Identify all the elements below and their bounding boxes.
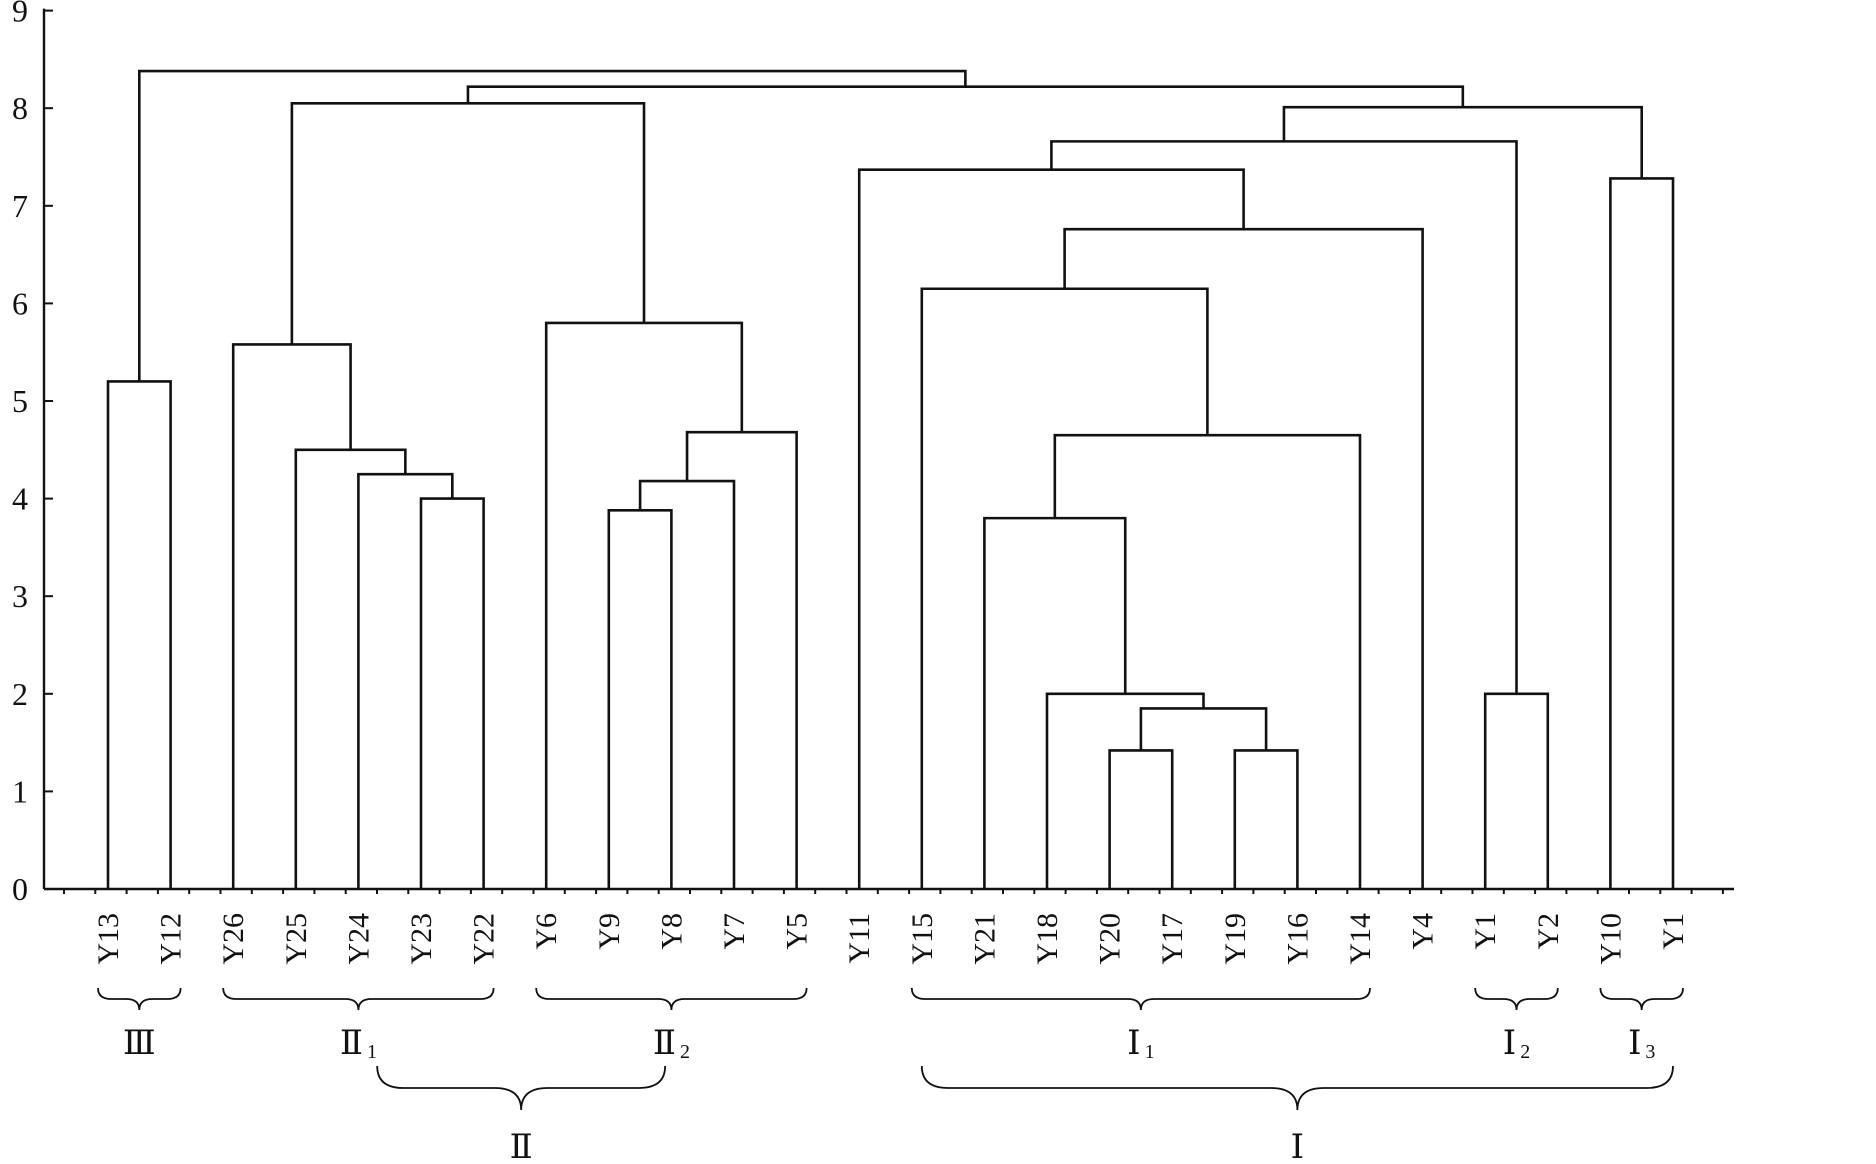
dendrogram-link-n19 bbox=[857, 168, 1245, 889]
dendrogram-link-n18 bbox=[1063, 227, 1424, 889]
dendrogram-link-n21 bbox=[1050, 140, 1518, 694]
leaf-labels: Y13 Y12 Y26 Y25 Y24 Y23 Y22 Y6 Y9 Y8 Y7 Y5 Y11 Y15 Y21… bbox=[92, 913, 1690, 965]
dendrogram-link-n13 bbox=[1139, 707, 1268, 751]
dendrogram-link-n22 bbox=[1609, 177, 1675, 889]
dendrogram-links bbox=[106, 69, 1675, 889]
cluster-groups: Ⅲ Ⅱ 1 Ⅱ 2 Ⅰ 1 Ⅰ 2 Ⅰ 3 Ⅱ Ⅰ bbox=[97, 987, 1684, 1164]
leaf-label: Y8 bbox=[655, 913, 688, 950]
cluster-brace bbox=[1474, 987, 1559, 1011]
dendrogram-link-n20 bbox=[1483, 692, 1550, 889]
dendrogram-link-n10 bbox=[290, 102, 646, 345]
leaf-label: Y24 bbox=[342, 913, 375, 965]
leaf-label: Y1 bbox=[1469, 913, 1502, 950]
y-tick-label: 1 bbox=[12, 773, 28, 809]
y-tick-label: 9 bbox=[12, 0, 28, 29]
leaf-label: Y4 bbox=[1407, 913, 1440, 950]
leaf-label: Y22 bbox=[468, 913, 501, 965]
cluster-brace bbox=[910, 987, 1371, 1011]
leaf-label: Y6 bbox=[530, 913, 563, 950]
leaf-label: Y25 bbox=[280, 913, 313, 965]
cluster-brace bbox=[535, 987, 808, 1011]
cluster-label-subscript: 2 bbox=[1520, 1041, 1530, 1063]
dendrogram-link-n8 bbox=[685, 430, 798, 889]
dendrogram-link-n5 bbox=[231, 343, 352, 889]
y-tick-label: 3 bbox=[12, 578, 28, 614]
y-tick-label: 5 bbox=[12, 383, 28, 419]
dendrogram-link-n7 bbox=[638, 479, 736, 889]
leaf-label: Y11 bbox=[843, 913, 876, 964]
dendrogram-link-n3 bbox=[357, 472, 454, 889]
dendrogram-link-n25 bbox=[138, 69, 967, 382]
cluster-label-subscript: 3 bbox=[1645, 1041, 1655, 1063]
cluster-label-subscript: 1 bbox=[367, 1041, 377, 1063]
cluster-brace bbox=[97, 987, 182, 1011]
dendrogram-link-n1 bbox=[106, 380, 172, 889]
cluster-label: Ⅲ bbox=[123, 1025, 156, 1062]
y-axis: 0 1 2 3 4 5 6 7 8 9 bbox=[12, 0, 1734, 907]
cluster-label: Ⅰ bbox=[1291, 1129, 1304, 1164]
cluster-brace bbox=[1599, 987, 1684, 1011]
leaf-label: Y21 bbox=[968, 913, 1001, 965]
leaf-label: Y9 bbox=[593, 913, 626, 950]
leaf-label: Y10 bbox=[1594, 913, 1627, 965]
leaf-label: Y12 bbox=[155, 913, 188, 965]
y-tick-label: 4 bbox=[12, 481, 28, 517]
leaf-label: Y26 bbox=[217, 913, 250, 965]
leaf-label: Y20 bbox=[1094, 913, 1127, 965]
dendrogram-link-n12 bbox=[1233, 749, 1299, 889]
leaf-label: Y19 bbox=[1219, 913, 1252, 965]
leaf-label: Y7 bbox=[718, 913, 751, 950]
dendrogram-link-n15 bbox=[983, 516, 1127, 889]
leaf-label: Y1 bbox=[1657, 913, 1690, 950]
leaf-label: Y2 bbox=[1532, 913, 1565, 950]
y-tick-label: 6 bbox=[12, 285, 28, 321]
leaf-label: Y5 bbox=[781, 913, 814, 950]
cluster-label-subscript: 1 bbox=[1145, 1041, 1155, 1063]
cluster-brace bbox=[376, 1065, 667, 1111]
dendrogram-link-n2 bbox=[419, 497, 485, 889]
cluster-brace bbox=[222, 987, 495, 1011]
leaf-label: Y17 bbox=[1156, 913, 1189, 965]
dendrogram-link-n9 bbox=[544, 321, 744, 889]
dendrogram-link-n11 bbox=[1108, 749, 1174, 889]
cluster-label: Ⅱ bbox=[510, 1129, 533, 1164]
y-tick-label: 8 bbox=[12, 90, 28, 126]
dendrogram-link-n17 bbox=[920, 287, 1209, 889]
cluster-label-subscript: 2 bbox=[680, 1041, 690, 1063]
y-tick-label: 0 bbox=[12, 871, 28, 907]
dendrogram-link-n6 bbox=[607, 509, 673, 889]
cluster-brace bbox=[920, 1065, 1674, 1111]
leaf-label: Y13 bbox=[92, 913, 125, 965]
y-tick-label: 2 bbox=[12, 676, 28, 712]
dendrogram-link-n23 bbox=[1282, 105, 1643, 179]
leaf-label: Y23 bbox=[405, 913, 438, 965]
y-tick-label: 7 bbox=[12, 188, 28, 224]
dendrogram-link-n14 bbox=[1045, 692, 1205, 889]
leaf-label: Y14 bbox=[1344, 913, 1377, 965]
dendrogram-link-n4 bbox=[294, 448, 407, 889]
dendrogram-link-n16 bbox=[1053, 433, 1362, 889]
leaf-label: Y18 bbox=[1031, 913, 1064, 965]
leaf-label: Y16 bbox=[1281, 913, 1314, 965]
leaf-label: Y15 bbox=[906, 913, 939, 965]
